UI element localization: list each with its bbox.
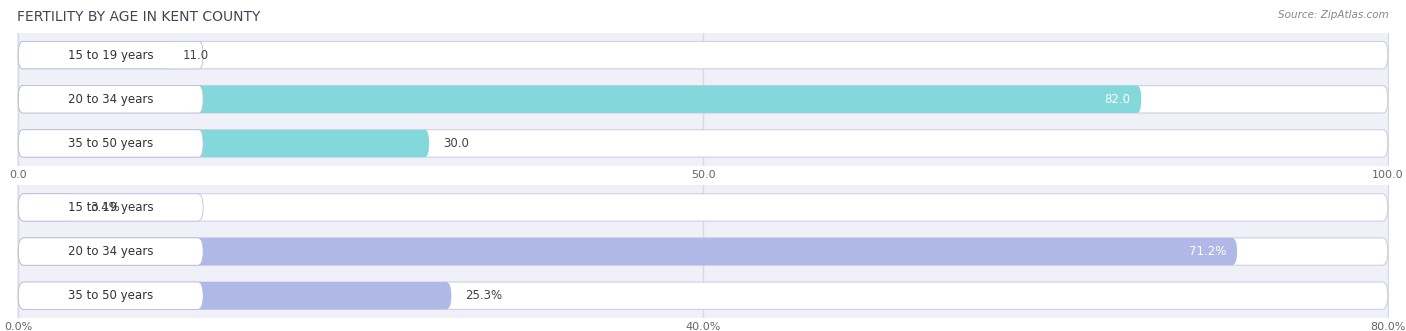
Text: 35 to 50 years: 35 to 50 years — [67, 137, 153, 150]
Text: 35 to 50 years: 35 to 50 years — [67, 289, 153, 302]
Text: 11.0: 11.0 — [183, 49, 208, 62]
Text: 3.4%: 3.4% — [90, 201, 120, 214]
FancyBboxPatch shape — [18, 41, 202, 69]
Text: 71.2%: 71.2% — [1189, 245, 1226, 258]
FancyBboxPatch shape — [18, 194, 1388, 221]
FancyBboxPatch shape — [18, 282, 202, 309]
FancyBboxPatch shape — [18, 194, 76, 221]
FancyBboxPatch shape — [18, 41, 169, 69]
FancyBboxPatch shape — [18, 86, 1142, 113]
FancyBboxPatch shape — [18, 86, 202, 113]
Text: FERTILITY BY AGE IN KENT COUNTY: FERTILITY BY AGE IN KENT COUNTY — [17, 10, 260, 24]
Text: 15 to 19 years: 15 to 19 years — [67, 201, 153, 214]
Text: 20 to 34 years: 20 to 34 years — [67, 93, 153, 106]
FancyBboxPatch shape — [18, 130, 202, 157]
FancyBboxPatch shape — [18, 282, 1388, 309]
FancyBboxPatch shape — [18, 194, 202, 221]
FancyBboxPatch shape — [18, 130, 202, 157]
FancyBboxPatch shape — [18, 41, 169, 69]
FancyBboxPatch shape — [18, 86, 1388, 113]
Text: 25.3%: 25.3% — [465, 289, 502, 302]
FancyBboxPatch shape — [18, 282, 451, 309]
FancyBboxPatch shape — [18, 86, 202, 113]
FancyBboxPatch shape — [18, 238, 1237, 265]
Text: 20 to 34 years: 20 to 34 years — [67, 245, 153, 258]
FancyBboxPatch shape — [18, 130, 1388, 157]
FancyBboxPatch shape — [18, 41, 1388, 69]
Text: 30.0: 30.0 — [443, 137, 468, 150]
Text: 82.0: 82.0 — [1104, 93, 1130, 106]
FancyBboxPatch shape — [18, 282, 202, 309]
Text: 15 to 19 years: 15 to 19 years — [67, 49, 153, 62]
FancyBboxPatch shape — [18, 238, 1388, 265]
FancyBboxPatch shape — [18, 130, 429, 157]
FancyBboxPatch shape — [18, 238, 202, 265]
FancyBboxPatch shape — [18, 194, 76, 221]
FancyBboxPatch shape — [18, 238, 202, 265]
Text: Source: ZipAtlas.com: Source: ZipAtlas.com — [1278, 10, 1389, 20]
